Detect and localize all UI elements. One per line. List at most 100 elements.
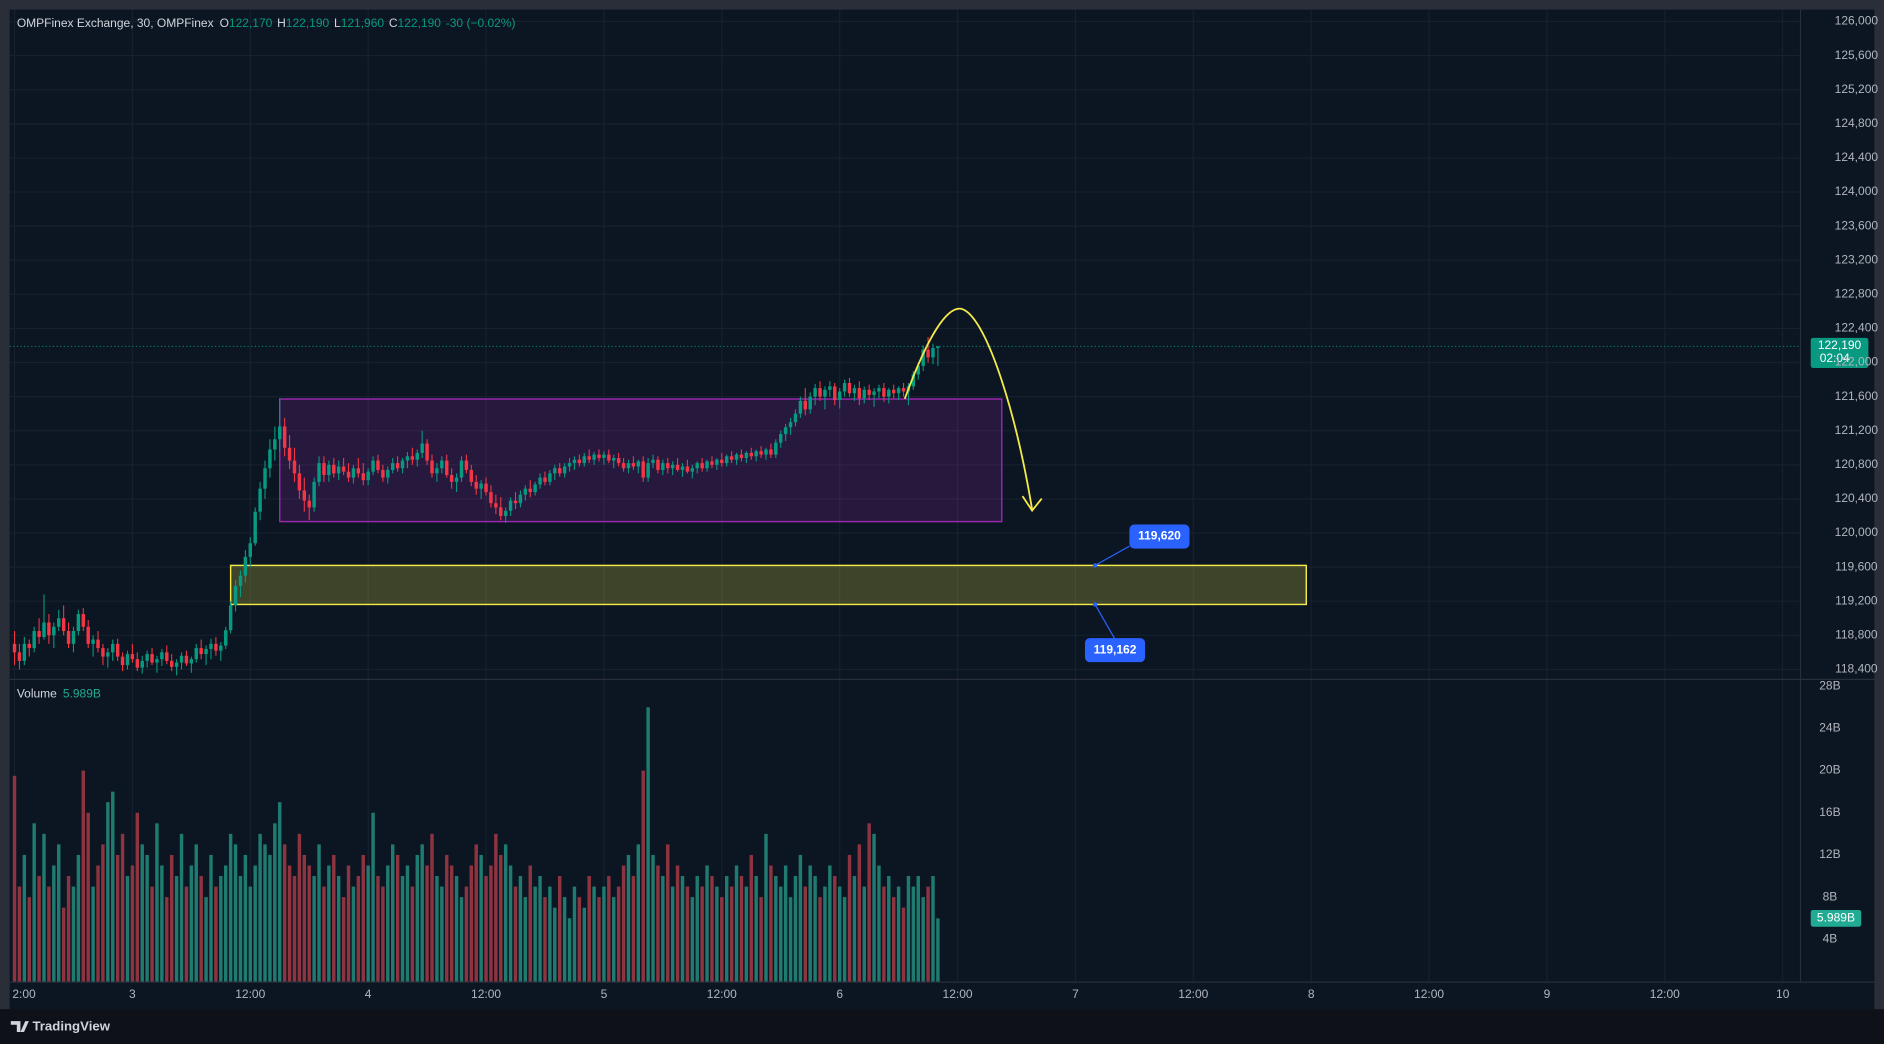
- candle-body: [224, 630, 228, 646]
- candle-body: [533, 484, 537, 493]
- candle-body: [111, 643, 115, 653]
- candle-body: [931, 348, 935, 358]
- volume-bar: [96, 865, 100, 982]
- volume-bar: [774, 876, 778, 982]
- volume-bar: [503, 844, 508, 982]
- candle-body: [449, 475, 454, 482]
- volume-bar: [783, 865, 788, 982]
- candle-body: [278, 426, 282, 440]
- volume-bar: [169, 854, 174, 982]
- candle-body: [749, 452, 753, 457]
- candle-body: [17, 652, 22, 661]
- volume-bar: [189, 865, 194, 982]
- volume-bar: [174, 876, 179, 982]
- candle-body: [887, 389, 891, 397]
- candle-body: [602, 454, 606, 458]
- volume-bar: [440, 886, 444, 982]
- candle-body: [656, 459, 660, 470]
- candle-body: [764, 449, 768, 455]
- brand-name[interactable]: TradingView: [32, 1019, 110, 1034]
- volume-bar: [17, 886, 22, 982]
- volume-bar: [263, 844, 267, 982]
- candle-body: [366, 471, 370, 481]
- candle-body: [307, 500, 311, 508]
- volume-bar: [435, 876, 439, 982]
- candle-body: [739, 454, 744, 458]
- y-tick-label: 124,000: [1835, 184, 1879, 198]
- candle-body: [818, 388, 822, 397]
- candle-body: [106, 652, 110, 657]
- chart-background: [9, 9, 1875, 1010]
- candle-body: [518, 494, 523, 504]
- candle-body: [253, 511, 257, 544]
- candle-body: [788, 422, 793, 428]
- candle-body: [724, 456, 729, 464]
- volume-bar: [842, 897, 847, 982]
- candle-body: [263, 468, 267, 489]
- x-tick-label: 5: [601, 987, 608, 1001]
- zone-label: 119,162: [1094, 642, 1137, 656]
- candle-body: [557, 468, 562, 474]
- x-tick-label: 2:00: [12, 987, 36, 1001]
- candle-body: [936, 346, 940, 349]
- volume-bar: [675, 865, 680, 982]
- volume-bar: [724, 876, 729, 982]
- candle-body: [52, 626, 56, 636]
- candle-body: [165, 652, 169, 661]
- candle-body: [911, 374, 916, 387]
- candle-body: [479, 483, 483, 489]
- volume-bar: [720, 897, 724, 982]
- candle-body: [145, 654, 149, 661]
- volume-bar: [258, 833, 262, 982]
- candle-body: [474, 481, 478, 489]
- volume-bar: [71, 886, 76, 982]
- range-box: [279, 398, 1003, 523]
- candle-body: [219, 645, 223, 651]
- candle-body: [616, 457, 621, 464]
- volume-bar: [145, 854, 149, 982]
- volume-bar: [449, 865, 454, 982]
- candle-body: [543, 477, 547, 482]
- candle-body: [317, 463, 321, 482]
- volume-bar: [420, 844, 424, 982]
- volume-bar: [22, 854, 27, 982]
- candle-body: [351, 468, 356, 478]
- volume-bar: [572, 886, 577, 982]
- candle-body: [852, 388, 857, 394]
- candle-body: [646, 463, 650, 478]
- volume-bar: [729, 886, 734, 982]
- candle-body: [798, 400, 803, 414]
- candle-body: [179, 655, 184, 663]
- candle-body: [194, 648, 198, 660]
- candle-body: [273, 439, 277, 450]
- candle-body: [400, 460, 405, 469]
- y-tick-label: 118,800: [1835, 627, 1878, 641]
- candle-body: [81, 613, 86, 627]
- candle-body: [523, 488, 528, 495]
- candle-body: [155, 659, 159, 663]
- volume-bar: [705, 865, 709, 982]
- volume-bar: [253, 865, 257, 982]
- candle-body: [248, 543, 253, 557]
- candle-body: [592, 454, 596, 460]
- volume-bar: [484, 876, 488, 982]
- candle-body: [405, 456, 410, 461]
- volume-bar: [857, 844, 862, 982]
- volume-bar: [199, 876, 203, 982]
- volume-bar: [282, 844, 287, 982]
- volume-bar: [901, 907, 906, 982]
- marks: [12, 336, 1307, 982]
- candle-body: [626, 463, 631, 469]
- candle-body: [469, 469, 474, 482]
- candle-body: [292, 460, 297, 474]
- volume-bar: [400, 876, 405, 982]
- volume-tick-label: 4B: [1823, 932, 1838, 946]
- zone-anchor: [1092, 602, 1098, 607]
- volume-bar: [744, 886, 749, 982]
- ohlc-value: 121,960: [341, 16, 385, 30]
- candle-body: [823, 389, 827, 397]
- candle-body: [754, 451, 758, 457]
- candle-body: [101, 648, 105, 657]
- candle-body: [872, 391, 876, 395]
- volume-bar: [891, 897, 896, 982]
